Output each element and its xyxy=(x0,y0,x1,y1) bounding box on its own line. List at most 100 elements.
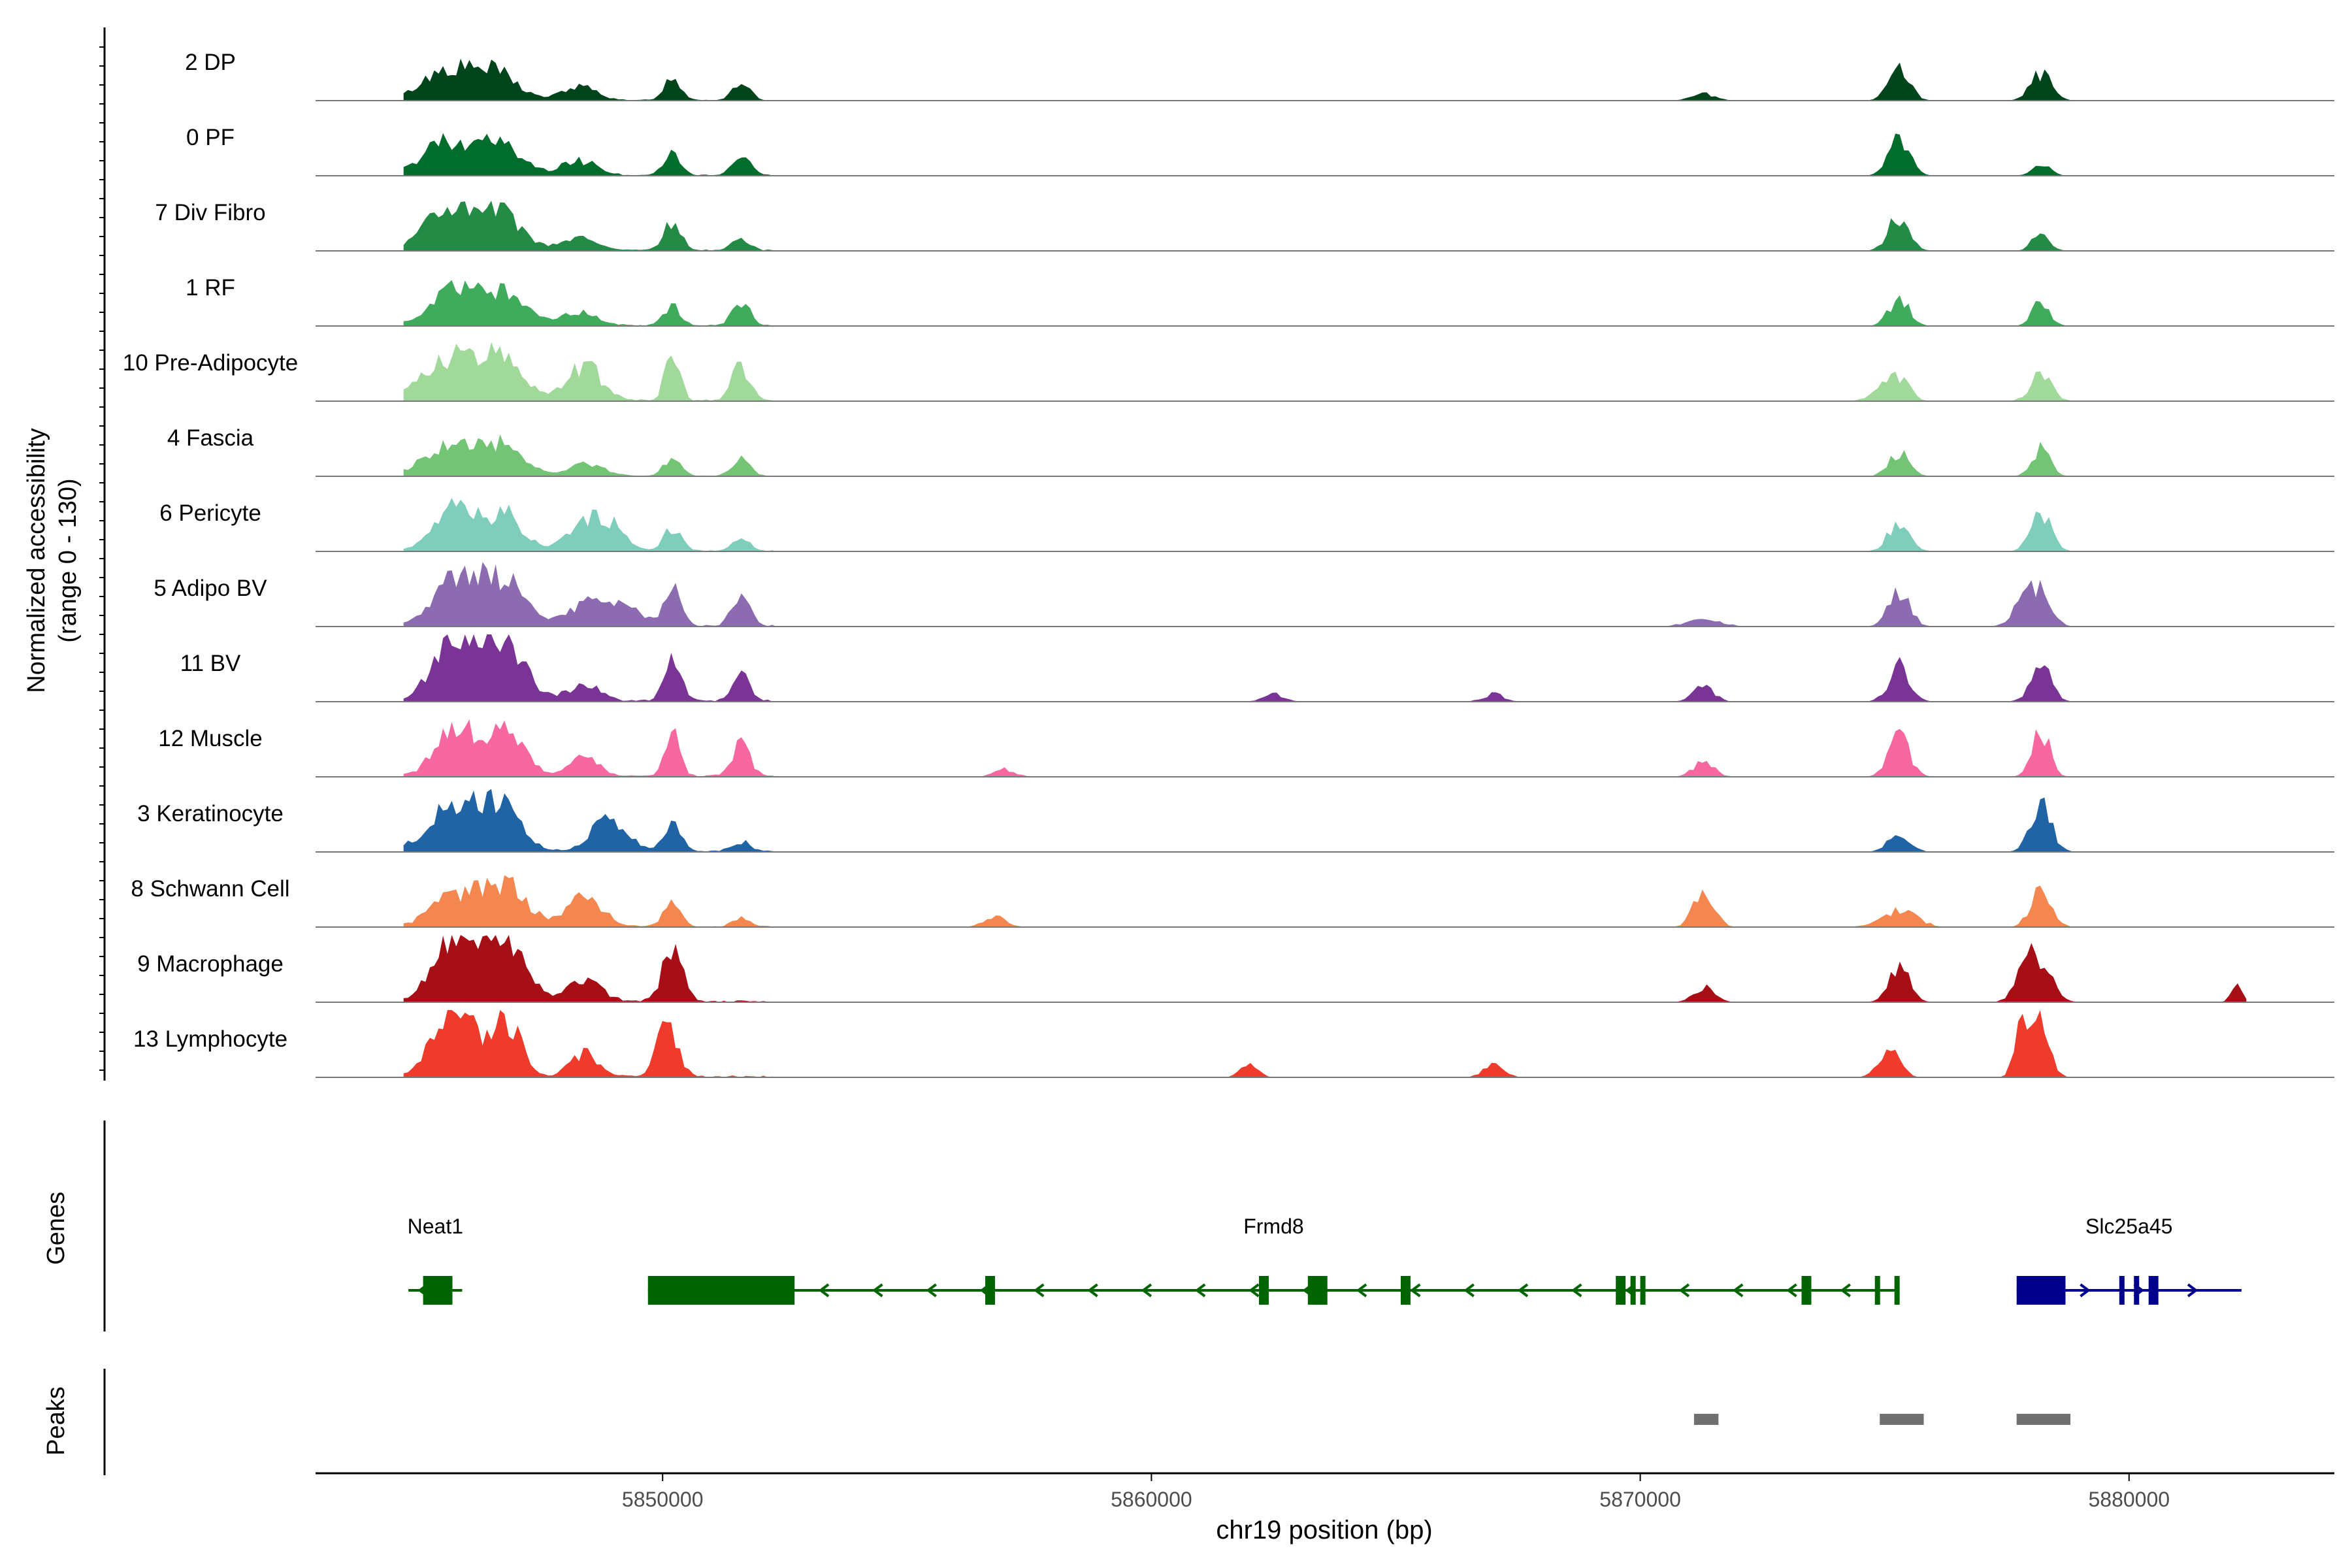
coverage-area xyxy=(403,280,2247,326)
track-14: 13 Lymphocyte xyxy=(133,1010,2334,1078)
track-7: 6 Pericyte xyxy=(159,498,2334,552)
gene-slc25a45: Slc25a45 xyxy=(2016,1215,2242,1305)
track-11: 3 Keratinocyte xyxy=(137,789,2334,853)
strand-chevron xyxy=(1732,1283,1744,1298)
track-label: 6 Pericyte xyxy=(159,500,261,526)
coverage-area xyxy=(403,342,2247,401)
x-axis: 5850000 5860000 5870000 5880000 xyxy=(316,1472,2334,1511)
peak-region xyxy=(1880,1414,1924,1425)
coverage-area xyxy=(403,789,2247,852)
peak-region xyxy=(2016,1414,2070,1425)
strand-chevron xyxy=(2187,1283,2198,1298)
strand-chevron xyxy=(1571,1283,1582,1298)
track-label: 3 Keratinocyte xyxy=(137,801,284,826)
gene-exon xyxy=(1801,1276,1812,1305)
track-label: 7 Div Fibro xyxy=(155,200,265,225)
gene-exon xyxy=(2016,1276,2066,1305)
strand-chevron xyxy=(1356,1283,1367,1298)
strand-chevron xyxy=(1087,1283,1098,1298)
track-9: 11 BV xyxy=(180,634,2334,702)
strand-chevron xyxy=(1249,1283,1260,1298)
strand-chevron xyxy=(1410,1283,1421,1298)
strand-chevron xyxy=(2080,1283,2091,1298)
gene-exon xyxy=(647,1276,795,1305)
coverage-area xyxy=(403,133,2247,176)
y-axis-label-line2: (range 0 - 130) xyxy=(54,478,82,642)
peak-region xyxy=(1693,1414,1719,1425)
coverage-area xyxy=(403,875,2247,927)
strand-chevron xyxy=(1840,1283,1852,1298)
strand-chevron xyxy=(1033,1283,1045,1298)
track-2: 0 PF xyxy=(186,125,2334,176)
x-tick-label: 5860000 xyxy=(1111,1488,1192,1511)
track-label: 13 Lymphocyte xyxy=(133,1026,287,1052)
coverage-area xyxy=(403,201,2247,251)
gene-exon xyxy=(1640,1276,1646,1305)
track-5: 10 Pre-Adipocyte xyxy=(123,342,2334,402)
x-tick-label: 5880000 xyxy=(2088,1488,2170,1511)
coverage-area xyxy=(403,1010,2247,1077)
track-12: 8 Schwann Cell xyxy=(131,875,2334,928)
track-label: 2 DP xyxy=(185,50,236,75)
track-6: 4 Fascia xyxy=(167,425,2334,477)
track-3: 7 Div Fibro xyxy=(155,200,2334,252)
gene-neat1: Neat1 xyxy=(408,1215,463,1305)
gene-exon xyxy=(1616,1276,1626,1305)
gene-models: Neat1 Frmd8 Slc25a45 xyxy=(408,1215,2242,1305)
coverage-area xyxy=(403,719,2247,777)
strand-chevron xyxy=(818,1283,830,1298)
gene-label: Frmd8 xyxy=(1243,1215,1303,1238)
track-label: 0 PF xyxy=(186,125,235,150)
strand-chevron xyxy=(1517,1283,1529,1298)
gene-exon xyxy=(2119,1276,2125,1305)
track-label: 9 Macrophage xyxy=(137,951,284,977)
gene-label: Slc25a45 xyxy=(2085,1215,2172,1238)
gene-exon xyxy=(1400,1276,1411,1305)
coverage-tracks: 2 DP 0 PF 7 Div Fibro 1 RF 10 Pre-Adipocyte 4… xyxy=(123,50,2334,1078)
track-label: 12 Muscle xyxy=(158,726,263,751)
x-axis-label: chr19 position (bp) xyxy=(1216,1516,1432,1544)
gene-exon xyxy=(2134,1276,2140,1305)
coverage-area xyxy=(403,562,2247,627)
coverage-area xyxy=(403,58,2247,101)
track-13: 9 Macrophage xyxy=(137,935,2334,1003)
track-4: 1 RF xyxy=(186,275,2334,327)
strand-chevron xyxy=(872,1283,883,1298)
gene-exon xyxy=(1258,1276,1269,1305)
strand-chevron xyxy=(1463,1283,1475,1298)
track-label: 5 Adipo BV xyxy=(154,576,267,601)
gene-frmd8: Frmd8 xyxy=(647,1215,1900,1305)
coverage-area xyxy=(403,434,2247,476)
track-label: 4 Fascia xyxy=(167,425,254,451)
strand-chevron xyxy=(926,1283,937,1298)
peak-regions xyxy=(1693,1414,2070,1425)
track-1: 2 DP xyxy=(185,50,2334,101)
track-label: 10 Pre-Adipocyte xyxy=(123,350,298,376)
track-label: 8 Schwann Cell xyxy=(131,876,289,902)
coverage-area xyxy=(403,634,2247,702)
peaks-axis-label: Peaks xyxy=(42,1386,70,1456)
gene-exon xyxy=(1894,1276,1900,1305)
gene-exon xyxy=(1307,1276,1328,1305)
gene-label: Neat1 xyxy=(408,1215,463,1238)
coverage-area xyxy=(403,935,2247,1002)
strand-chevron xyxy=(1194,1283,1206,1298)
x-tick-label: 5870000 xyxy=(1599,1488,1681,1511)
coverage-area xyxy=(403,498,2247,551)
track-10: 12 Muscle xyxy=(158,719,2334,777)
gene-exon xyxy=(1630,1276,1636,1305)
y-axis xyxy=(99,27,106,1081)
gene-exon xyxy=(423,1276,453,1305)
x-tick-label: 5850000 xyxy=(622,1488,704,1511)
genes-axis-label: Genes xyxy=(42,1192,70,1265)
gene-exon xyxy=(1874,1276,1880,1305)
track-label: 1 RF xyxy=(186,275,235,301)
track-label: 11 BV xyxy=(180,651,241,676)
gene-exon xyxy=(2148,1276,2159,1305)
strand-chevron xyxy=(1678,1283,1690,1298)
strand-chevron xyxy=(1141,1283,1152,1298)
y-axis-label-line1: Normalized accessibility xyxy=(23,428,50,693)
gene-exon xyxy=(985,1276,995,1305)
track-8: 5 Adipo BV xyxy=(154,562,2334,627)
